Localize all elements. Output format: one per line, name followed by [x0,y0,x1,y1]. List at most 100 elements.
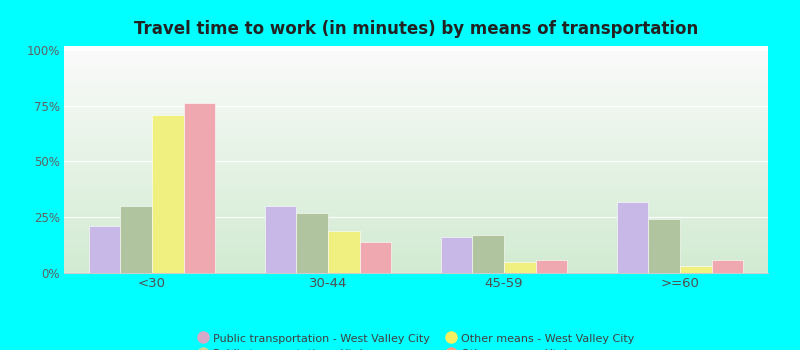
Bar [64,230,768,232]
Bar [64,258,768,260]
Bar [64,100,768,102]
Bar [64,104,768,106]
Bar [64,202,768,204]
Bar [64,122,768,124]
Bar [64,93,768,94]
Bar [64,107,768,110]
Bar [64,61,768,63]
Bar [184,104,215,273]
Bar [64,219,768,221]
Bar [64,234,768,236]
Bar [472,235,504,273]
Bar [64,225,768,226]
Bar [64,141,768,143]
Bar [648,219,680,273]
Bar [64,143,768,145]
Bar [64,147,768,148]
Bar [64,226,768,229]
Bar [64,156,768,158]
Bar [64,152,768,154]
Bar [64,76,768,78]
Bar [64,87,768,89]
Bar [64,82,768,83]
Bar [64,229,768,230]
Bar [64,253,768,254]
Bar [64,173,768,175]
Bar [64,130,768,132]
Bar [64,232,768,234]
Bar [64,59,768,61]
Bar [64,169,768,171]
Bar [64,215,768,217]
Bar [64,210,768,212]
Bar [64,247,768,249]
Bar [617,202,648,273]
Bar [64,110,768,111]
Bar [64,236,768,238]
Bar [64,184,768,186]
Bar [64,94,768,97]
Bar [64,83,768,85]
Bar [64,223,768,225]
Bar [536,260,567,273]
Bar [64,54,768,56]
Bar [64,269,768,271]
Bar [64,165,768,167]
Bar [64,188,768,189]
Bar [64,238,768,239]
Bar [64,243,768,245]
Bar [64,69,768,70]
Bar [64,245,768,247]
Bar [64,239,768,241]
Bar [64,145,768,147]
Bar [64,212,768,214]
Bar [64,57,768,59]
Bar [64,160,768,161]
Bar [64,85,768,87]
Bar [64,175,768,176]
Bar [64,124,768,126]
Bar [64,249,768,251]
Bar [89,226,120,273]
Bar [64,115,768,117]
Bar [64,171,768,173]
Bar [64,89,768,91]
Bar [64,80,768,82]
Legend: Public transportation - West Valley City, Public transportation - Utah, Other me: Public transportation - West Valley City… [194,329,638,350]
Bar [64,191,768,193]
Bar [64,67,768,69]
Bar [64,106,768,107]
Bar [64,264,768,266]
Bar [64,126,768,128]
Bar [64,117,768,119]
Bar [680,266,712,273]
Bar [64,154,768,156]
Bar [64,241,768,243]
Bar [64,256,768,258]
Bar [64,199,768,201]
Bar [64,72,768,74]
Bar [441,237,472,273]
Bar [64,266,768,267]
Bar [64,163,768,165]
Bar [328,231,360,273]
Bar [64,65,768,67]
Bar [64,260,768,262]
Bar [64,52,768,54]
Bar [64,221,768,223]
Bar [152,115,184,273]
Bar [64,267,768,269]
Bar [64,176,768,178]
Bar [64,182,768,184]
Bar [64,132,768,134]
Bar [64,111,768,113]
Bar [64,97,768,98]
Bar [64,78,768,80]
Bar [64,74,768,76]
Bar [64,193,768,195]
Bar [64,178,768,180]
Bar [64,137,768,139]
Bar [64,150,768,152]
Bar [64,189,768,191]
Bar [64,251,768,253]
